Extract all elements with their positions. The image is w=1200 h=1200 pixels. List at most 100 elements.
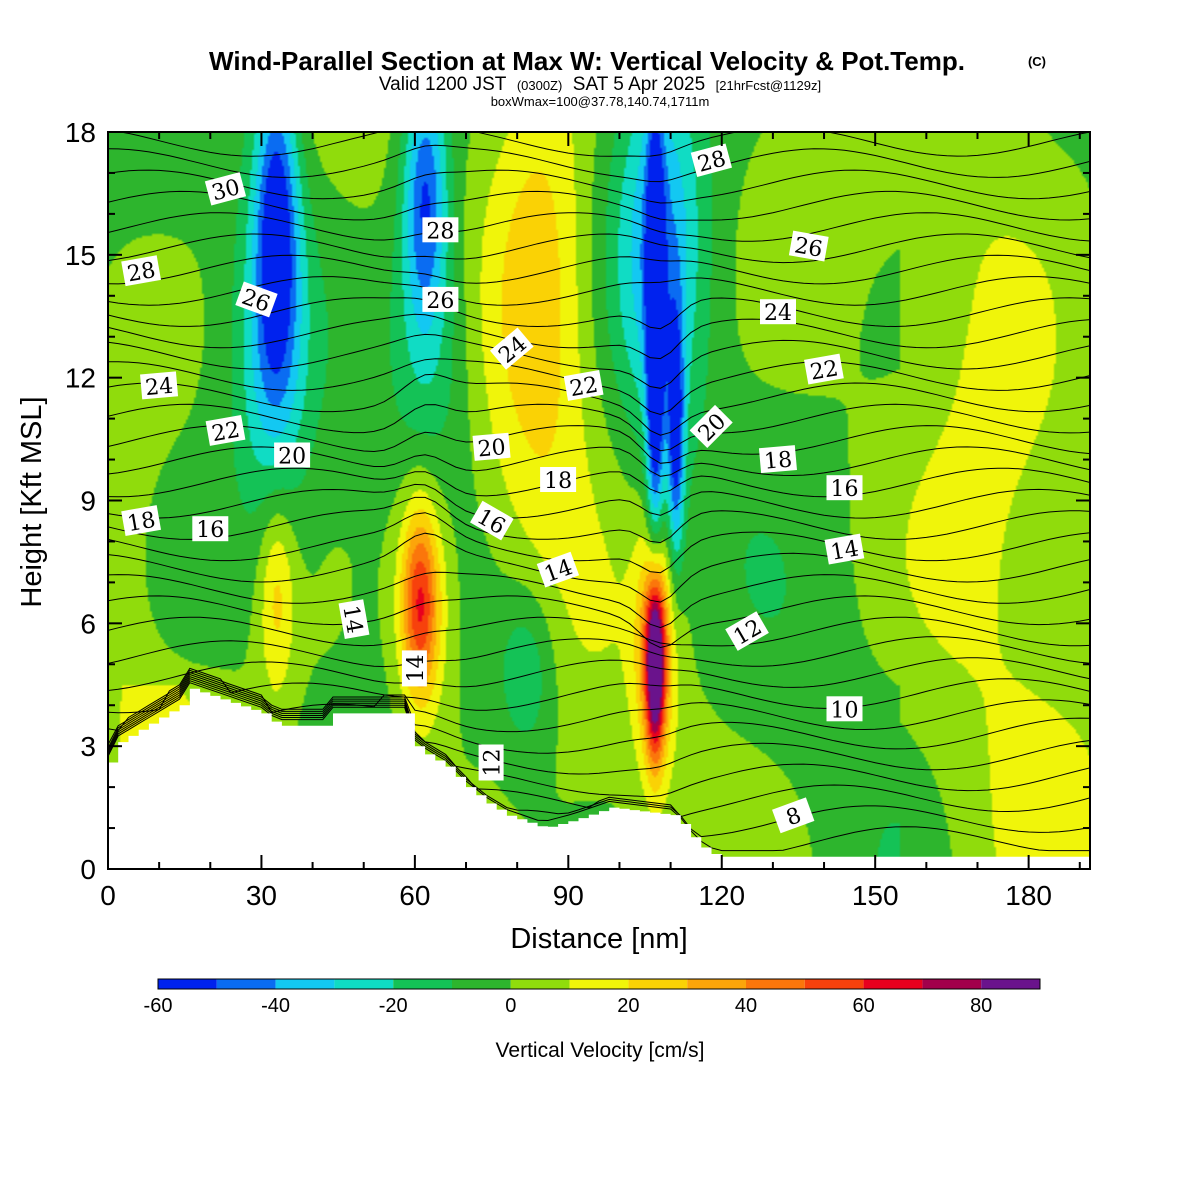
contour-label-box — [472, 432, 511, 461]
x-axis: 0 30 60 90 120 150 180 — [100, 132, 1081, 911]
contour-label: 14 — [337, 599, 370, 640]
colorbar-swatch — [393, 979, 452, 989]
forecast-info: [21hrFcst@1129z] — [716, 78, 821, 93]
contour-label-box — [804, 353, 844, 385]
colorbar: -60 -40 -20 0 20 40 60 80 — [144, 978, 1041, 1017]
colorbar-swatch — [628, 979, 688, 989]
colorbar-swatch — [510, 979, 570, 989]
contour-label: 18 — [758, 445, 797, 475]
contour-label-box — [540, 467, 577, 492]
contour-label-box — [489, 327, 534, 370]
contour-label-box — [725, 611, 769, 651]
y-tick-label: 0 — [80, 854, 96, 885]
colorbar-tick-label: 80 — [970, 995, 992, 1017]
box-info: boxWmax=100@37.78,140.74,1711m — [491, 94, 710, 109]
contour-label-text: 16 — [196, 518, 224, 543]
y-axis-title: Height [Kft MSL] — [16, 396, 48, 607]
colorbar-frame — [157, 978, 1041, 990]
colorbar-swatch — [687, 979, 746, 989]
contour-label-box — [274, 442, 311, 468]
y-tick-label: 6 — [80, 608, 96, 639]
colorbar-swatch — [804, 979, 864, 989]
contour-label-text: 14 — [404, 654, 429, 682]
contour-label: 20 — [472, 432, 511, 462]
contour-label-text: 24 — [764, 301, 792, 326]
contour-label-text: 18 — [763, 447, 793, 474]
valid-date: SAT 5 Apr 2025 — [573, 74, 705, 95]
isentrope-line — [108, 657, 1090, 691]
isentrope-line — [108, 636, 1090, 668]
isentrope-line — [108, 677, 1090, 818]
contour-label-box — [121, 255, 162, 287]
isentrope-line — [108, 671, 1090, 754]
contour-label-text: 22 — [808, 356, 840, 385]
x-tick-label: 30 — [246, 880, 277, 911]
contour-label: 26 — [788, 230, 829, 263]
contour-label-text: 24 — [144, 374, 174, 401]
colorbar-tick-label: 40 — [735, 995, 757, 1017]
isentrope-line — [108, 496, 1090, 544]
contour-label-box — [772, 797, 815, 834]
colorbar-swatch — [275, 979, 335, 989]
contour-label-text: 26 — [792, 233, 824, 262]
isentrope-line — [108, 233, 1090, 264]
colorbar-swatch — [863, 979, 923, 989]
terrain — [108, 688, 1090, 869]
y-tick-label: 18 — [65, 117, 96, 148]
contour-label-text: 14 — [337, 604, 366, 636]
contour-label: 22 — [804, 353, 844, 386]
colorbar-swatch — [158, 979, 217, 989]
contour-label-text: 28 — [426, 219, 454, 244]
contour-label: 24 — [140, 371, 179, 401]
colorbar-tick-label: 60 — [852, 995, 874, 1017]
isentrope-line — [108, 144, 1090, 183]
isentrope-line — [108, 667, 1090, 714]
colorbar-swatch — [922, 979, 982, 989]
contour-label: 28 — [121, 255, 162, 287]
contour-label-text: 10 — [831, 698, 859, 723]
isentrope-line — [108, 373, 1090, 436]
contour-label: 16 — [826, 475, 863, 502]
contour-label: 18 — [540, 467, 577, 494]
contour-label-text: 20 — [477, 435, 507, 462]
colorbar-tick-label: -40 — [261, 995, 290, 1017]
contour-label-box — [401, 650, 427, 687]
contour-label: 20 — [274, 442, 311, 470]
contour-label: 22 — [205, 414, 246, 447]
contour-label: 12 — [478, 744, 506, 781]
contour-label-box — [121, 505, 162, 536]
contour-label: 22 — [563, 369, 604, 402]
valid-time-line: Valid 1200 JST (0300Z) SAT 5 Apr 2025 [2… — [379, 74, 821, 95]
contour-label: 18 — [121, 505, 162, 537]
contour-label-box — [338, 599, 370, 640]
x-tick-label: 90 — [553, 880, 584, 911]
contour-label: 10 — [826, 696, 863, 723]
contour-label-box — [422, 286, 459, 312]
contour-label-text: 18 — [544, 469, 572, 494]
contour-label-text: 22 — [568, 373, 600, 402]
valid-prefix: Valid 1200 JST — [379, 74, 507, 95]
contour-label-box — [758, 445, 797, 474]
contour-label-box — [192, 516, 229, 542]
colorbar-swatch — [216, 979, 276, 989]
isentrope-line — [108, 571, 1090, 629]
contour-label-text: 16 — [831, 477, 859, 502]
contour-label-box — [563, 369, 604, 401]
colorbar-swatch — [452, 979, 511, 989]
colorbar-swatch — [334, 979, 394, 989]
contour-label-box — [235, 281, 278, 318]
x-tick-label: 0 — [100, 880, 116, 911]
potential-temperature-contours — [108, 132, 1090, 852]
contour-label-text: 28 — [126, 258, 158, 287]
colorbar-tick-label: 0 — [505, 995, 516, 1017]
isentrope-line — [108, 616, 1090, 647]
contour-label-box — [690, 143, 732, 177]
valid-utc: (0300Z) — [517, 78, 563, 93]
chart-title: Wind-Parallel Section at Max W: Vertical… — [209, 46, 965, 76]
isentrope-line — [108, 276, 1090, 306]
contour-label-text: 14 — [829, 536, 861, 565]
contour-label-box — [760, 299, 796, 325]
y-tick-label: 3 — [80, 731, 96, 762]
contour-label-box — [470, 500, 514, 541]
